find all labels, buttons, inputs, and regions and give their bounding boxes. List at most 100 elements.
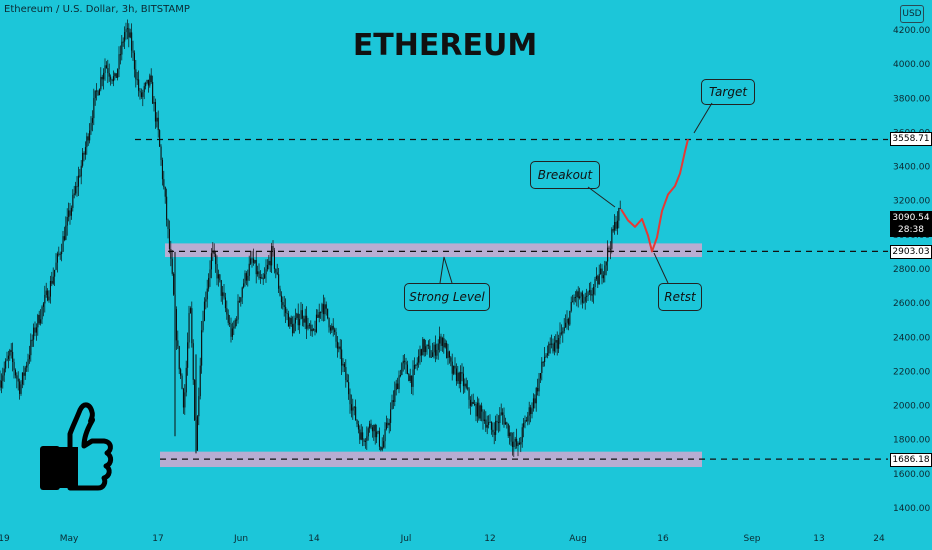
candle-body xyxy=(597,276,599,285)
candle-body xyxy=(83,152,85,155)
candle-body xyxy=(607,247,609,262)
candle-body xyxy=(209,269,211,278)
candle-body xyxy=(222,292,224,296)
candle-body xyxy=(562,331,564,334)
candle-body xyxy=(290,317,292,325)
candle-body xyxy=(217,274,219,279)
candle-body xyxy=(590,290,592,296)
candle-body xyxy=(271,245,273,266)
candle-body xyxy=(181,375,183,389)
candle-body xyxy=(506,422,508,424)
candle-body xyxy=(76,186,78,188)
x-tick-label: Sep xyxy=(744,534,761,544)
candle-body xyxy=(182,388,184,408)
y-tick-label: 1800.00 xyxy=(893,436,930,446)
candle-body xyxy=(409,375,411,381)
y-tick-label: 2800.00 xyxy=(893,265,930,275)
candle-body xyxy=(244,273,246,284)
candle-body xyxy=(240,297,242,302)
candle-body xyxy=(171,258,173,274)
candle-body xyxy=(378,431,380,447)
candle-body xyxy=(539,372,541,379)
candle-body xyxy=(266,264,268,270)
candle-body xyxy=(90,122,92,131)
candle-body xyxy=(9,350,11,356)
candle-body xyxy=(296,313,298,318)
candle-body xyxy=(549,343,551,345)
candle-body xyxy=(145,82,147,87)
candle-body xyxy=(40,319,42,324)
candle-body xyxy=(229,322,231,324)
candle-body xyxy=(482,411,484,422)
candle-body xyxy=(430,356,432,358)
candle-body xyxy=(338,346,340,349)
y-tick-label: 3400.00 xyxy=(893,163,930,173)
candle-body xyxy=(530,407,532,415)
candle-body xyxy=(69,210,71,216)
candle-body xyxy=(376,431,378,438)
x-tick-label: 24 xyxy=(873,534,885,544)
levels-layer xyxy=(135,138,888,460)
currency-badge[interactable]: USD xyxy=(900,5,924,23)
candle-body xyxy=(251,258,253,260)
candle-body xyxy=(349,394,351,405)
candle-body xyxy=(58,253,60,255)
candle-body xyxy=(156,117,158,122)
candle-body xyxy=(140,92,142,97)
candle-body xyxy=(364,440,366,442)
candle-body xyxy=(136,79,138,81)
candle-body xyxy=(457,372,459,382)
candle-body xyxy=(128,28,130,38)
candle-body xyxy=(157,117,159,131)
candle-body xyxy=(262,278,264,280)
candle-body xyxy=(486,424,488,428)
candle-body xyxy=(614,221,616,231)
candle-body xyxy=(467,387,469,389)
y-tick-label: 1600.00 xyxy=(893,470,930,480)
candle-body xyxy=(264,274,266,279)
candle-body xyxy=(415,364,417,366)
candle-body xyxy=(552,343,554,352)
candle-body xyxy=(500,412,502,415)
candle-body xyxy=(149,75,151,86)
candle-body xyxy=(366,436,368,441)
y-tick-label: 1400.00 xyxy=(893,504,930,514)
candle-body xyxy=(313,329,315,331)
candle-body xyxy=(143,86,145,93)
candle-body xyxy=(70,207,72,216)
candle-body xyxy=(355,406,357,420)
thumb-hand xyxy=(67,402,114,491)
candle-body xyxy=(548,343,550,354)
candle-body xyxy=(481,405,483,412)
candle-body xyxy=(332,325,334,330)
candle-body xyxy=(518,442,520,445)
y-tick-label: 4200.00 xyxy=(893,26,930,36)
candle-body xyxy=(388,422,390,426)
candle-body xyxy=(294,317,296,324)
candle-body xyxy=(265,269,267,275)
candle-body xyxy=(600,268,602,275)
candle-body xyxy=(293,323,295,334)
candle-body xyxy=(520,442,522,445)
candle-body xyxy=(187,342,189,368)
candle-body xyxy=(419,349,421,356)
candle-body xyxy=(504,422,506,425)
candle-body xyxy=(75,186,77,194)
candle-body xyxy=(334,329,336,333)
candle-body xyxy=(371,427,373,432)
candle-body xyxy=(177,340,179,347)
candle-body xyxy=(311,329,313,332)
candle-body xyxy=(587,292,589,296)
candle-body xyxy=(14,369,16,376)
candle-body xyxy=(446,342,448,359)
candle-body xyxy=(96,90,98,92)
candle-body xyxy=(133,52,135,70)
candle-body xyxy=(269,260,271,266)
breakout-callout: Breakout xyxy=(530,161,600,189)
candle-body xyxy=(507,423,509,437)
candle-body xyxy=(525,420,527,422)
candle-body xyxy=(224,297,226,309)
candle-body xyxy=(576,291,578,297)
candle-body xyxy=(121,41,123,55)
candle-body xyxy=(401,363,403,376)
